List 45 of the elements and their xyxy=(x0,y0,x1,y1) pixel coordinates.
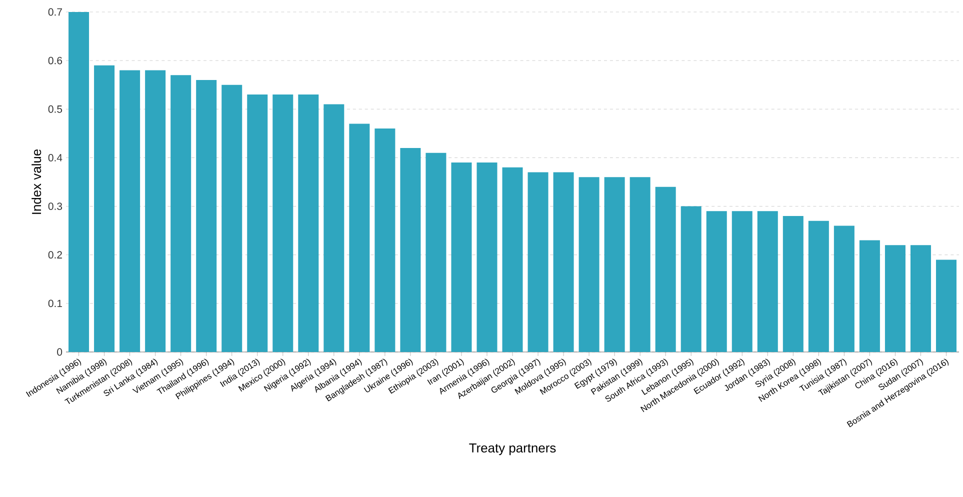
bar xyxy=(502,167,523,352)
bar xyxy=(451,162,472,352)
bar xyxy=(145,70,166,352)
bar xyxy=(859,240,880,352)
bar xyxy=(68,12,90,352)
bar xyxy=(910,245,931,352)
bar xyxy=(553,172,574,352)
x-axis-title: Treaty partners xyxy=(469,444,556,456)
bar xyxy=(120,70,140,352)
bar xyxy=(426,152,446,352)
bar xyxy=(680,206,702,352)
bar xyxy=(298,94,319,352)
bar xyxy=(782,216,804,352)
y-axis-title: Index value xyxy=(32,149,42,214)
bar xyxy=(349,124,370,352)
y-tick-label: 0.3 xyxy=(48,202,62,210)
y-tick-label: 0.1 xyxy=(48,300,62,308)
bar xyxy=(247,94,268,352)
bar xyxy=(884,245,906,352)
y-tick-label: 0 xyxy=(57,348,62,356)
bar xyxy=(578,177,600,352)
bar xyxy=(272,94,294,352)
bar xyxy=(834,226,854,352)
y-tick-label: 0.6 xyxy=(48,56,62,64)
y-tick-label: 0.4 xyxy=(48,154,62,162)
bar xyxy=(732,211,752,352)
bar xyxy=(655,186,676,352)
y-tick-label: 0.2 xyxy=(48,251,62,259)
bar xyxy=(630,177,650,352)
bar xyxy=(374,128,396,352)
bar xyxy=(324,104,344,352)
bar xyxy=(936,260,956,352)
bar xyxy=(222,84,242,352)
bar xyxy=(196,80,217,352)
bar xyxy=(706,211,727,352)
bar xyxy=(400,148,421,352)
y-tick-label: 0.5 xyxy=(48,105,62,113)
bar xyxy=(528,172,548,352)
bar xyxy=(604,177,625,352)
y-tick-label: 0.7 xyxy=(48,8,62,16)
bar xyxy=(476,162,498,352)
bar xyxy=(94,65,115,352)
bar xyxy=(808,220,829,352)
bar xyxy=(757,211,778,352)
bar xyxy=(170,75,192,352)
